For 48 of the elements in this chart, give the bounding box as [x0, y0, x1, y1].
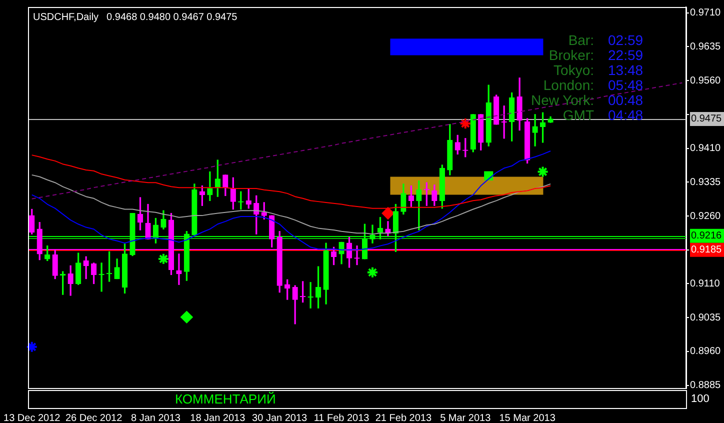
annotation: 00:48: [608, 92, 644, 108]
x-tick-label: 15 Mar 2013: [499, 412, 556, 423]
annotation: 13:48: [608, 62, 644, 78]
annotation: 02:59: [608, 32, 644, 48]
candlestick: [532, 114, 538, 146]
ref-line-label: 0.9216: [691, 230, 722, 242]
point: [26, 340, 38, 353]
point: [366, 266, 378, 278]
point: [157, 252, 170, 265]
annotation: 22:59: [608, 46, 644, 63]
text: 0.9468 0.9480 0.9467 0.9475: [106, 12, 238, 23]
annotation: Tokyo:: [554, 62, 594, 78]
ref-line-label: 0.9475: [691, 114, 722, 125]
ref-line-label: 0.9185: [691, 244, 722, 256]
candlestick: [98, 262, 104, 292]
x-tick-label: 18 Jan 2013: [190, 412, 246, 423]
y-tick-label: 0.9560: [690, 75, 722, 86]
y-tick-label: 0.9110: [690, 278, 720, 290]
annotation: London:: [543, 76, 594, 93]
annotation: 04:48: [608, 106, 644, 123]
point: [382, 207, 394, 220]
y-tick-label: 0.9635: [690, 41, 722, 52]
x-tick-label: 5 Mar 2013: [440, 412, 492, 423]
y-tick-label: 0.8960: [690, 346, 722, 358]
text: 100: [691, 393, 710, 406]
text: КОММЕНТАРИЙ: [175, 392, 276, 407]
y-tick-label: 0.9410: [690, 143, 722, 154]
annotation: 05:48: [608, 76, 644, 93]
x-tick-label: 30 Jan 2013: [252, 412, 308, 423]
annotation: Broker:: [548, 46, 594, 63]
x-tick-label: 8 Jan 2013: [130, 412, 181, 423]
x-tick-label: 26 Dec 2012: [65, 412, 123, 423]
y-tick-label: 0.9035: [690, 312, 722, 324]
y-tick-label: 0.8885: [690, 380, 722, 392]
text: USDCHF,Daily: [33, 12, 99, 23]
y-tick-label: 0.9260: [690, 210, 722, 222]
x-tick-label: 11 Feb 2013: [314, 412, 370, 423]
x-tick-label: 21 Feb 2013: [375, 412, 432, 423]
x-tick-label: 13 Dec 2012: [4, 412, 61, 423]
point: [459, 117, 472, 130]
candlestick: [83, 256, 89, 280]
point: [536, 166, 549, 178]
y-tick-label: 0.9335: [690, 176, 722, 188]
annotation: Bar:: [568, 32, 594, 48]
y-tick-label: 0.9710: [690, 8, 722, 19]
annotation: GMT: [562, 106, 594, 123]
candlestick: [308, 282, 314, 308]
point: [180, 311, 193, 324]
